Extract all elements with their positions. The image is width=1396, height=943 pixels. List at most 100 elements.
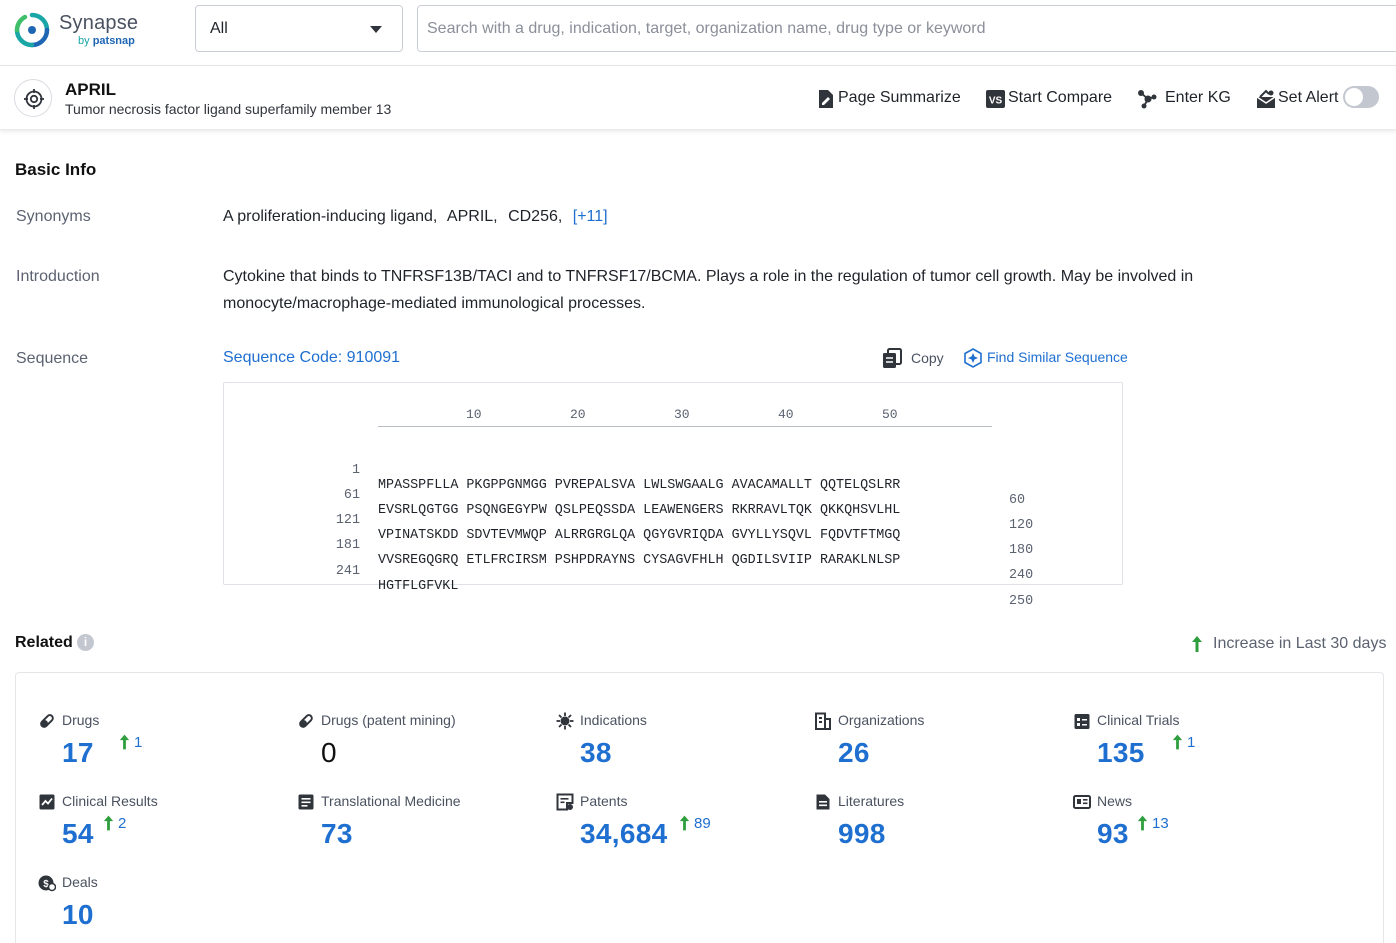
newspaper-icon: [1073, 793, 1091, 811]
sequence-row-residues: VVSREGQGRQ ETLFRCIRSM PSHPDRAYNS CYSAGVF…: [378, 553, 900, 568]
virus-icon: [556, 712, 574, 730]
stat-label: Clinical Results: [62, 793, 158, 809]
summarize-icon: [816, 89, 836, 109]
stat-increase-value: 1: [1187, 734, 1195, 751]
increase-arrow-icon: [1136, 814, 1149, 836]
stat-label: Translational Medicine: [321, 793, 461, 809]
synonyms-label: Synonyms: [16, 208, 91, 226]
stat-value[interactable]: 38: [580, 737, 612, 769]
brand-sub-prefix: by: [78, 35, 90, 47]
stat-increase-value: 1: [134, 734, 142, 751]
search-box[interactable]: [417, 5, 1396, 52]
stat-drugs[interactable]: Drugs 17 1: [38, 711, 288, 781]
synonym-item: A proliferation-inducing ligand,: [223, 208, 437, 225]
stat-value[interactable]: 135: [1097, 737, 1145, 769]
stat-label: Indications: [580, 712, 647, 728]
sequence-row-residues: HGTFLGFVKL: [378, 579, 458, 594]
stat-value[interactable]: 17: [62, 737, 94, 769]
clipboard-icon: [1073, 712, 1091, 730]
stat-indications[interactable]: Indications 38: [556, 711, 806, 781]
stat-value[interactable]: 73: [321, 818, 353, 850]
svg-text:VS: VS: [989, 96, 1003, 107]
sequence-row: 121 VPINATSKDD SDVTEVMWQP ALRRGRGLQA QGY…: [224, 498, 256, 516]
chevron-down-icon: [370, 26, 382, 33]
synonym-item: CD256,: [508, 208, 562, 225]
stat-value[interactable]: 10: [62, 899, 94, 931]
stat-value[interactable]: 34,684: [580, 818, 667, 850]
ruler-tick-label: 20: [570, 407, 586, 422]
stat-label: News: [1097, 793, 1132, 809]
synonyms-more-link[interactable]: [+11]: [573, 208, 608, 225]
sequence-row-end: 250: [1009, 594, 1033, 609]
stat-value[interactable]: 26: [838, 737, 870, 769]
increase-arrow-icon: [1171, 733, 1184, 755]
target-crosshair-icon: [24, 89, 44, 109]
stat-clinical-results[interactable]: Clinical Results542: [38, 792, 288, 862]
synonym-item: APRIL,: [447, 208, 498, 225]
stat-translational-medicine[interactable]: Translational Medicine 73: [297, 792, 547, 862]
stat-label: Deals: [62, 874, 98, 890]
set-alert-toggle[interactable]: [1343, 86, 1379, 108]
basic-info-title: Basic Info: [15, 160, 96, 180]
sequence-code-link[interactable]: Sequence Code: 910091: [223, 349, 400, 367]
synapse-logo[interactable]: Synapse by patsnap: [14, 11, 174, 51]
stat-deals[interactable]: $Deals10: [38, 873, 288, 943]
sequence-row-end: 60: [1009, 493, 1025, 508]
search-scope-value: All: [210, 20, 228, 38]
sequence-row-residues: EVSRLQGTGG PSQNGEGYPW QSLPEQSSDA LEAWENG…: [378, 503, 900, 518]
synapse-logo-icon: [14, 12, 50, 48]
target-full-name: Tumor necrosis factor ligand superfamily…: [65, 101, 391, 117]
enter-kg-label: Enter KG: [1165, 89, 1231, 107]
sequence-row-start: 1: [304, 463, 360, 478]
ruler-tick-label: 50: [882, 407, 898, 422]
stat-value[interactable]: 93: [1097, 818, 1129, 850]
sequence-viewer: 10 20 30 40 50 1 MPASSPFLLA PKGPPGNMGG P…: [223, 382, 1123, 585]
sequence-row: 61 EVSRLQGTGG PSQNGEGYPW QSLPEQSSDA LEAW…: [224, 473, 256, 491]
sequence-row: 241 HGTFLGFVKL 250: [224, 549, 256, 567]
ruler-tick-label: 10: [466, 407, 482, 422]
stat-increase-value: 13: [1152, 815, 1169, 832]
increase-legend-label: Increase in Last 30 days: [1213, 635, 1386, 653]
search-scope-select[interactable]: All: [195, 5, 403, 52]
knowledge-graph-icon: [1137, 89, 1157, 109]
brand-name: Synapse: [59, 12, 138, 35]
sequence-row-residues: VPINATSKDD SDVTEVMWQP ALRRGRGLQA QGYGVRI…: [378, 528, 900, 543]
stat-label: Clinical Trials: [1097, 712, 1179, 728]
introduction-label: Introduction: [16, 268, 100, 286]
sequence-row-start: 181: [304, 538, 360, 553]
stat-news[interactable]: News 93 13: [1073, 792, 1323, 862]
increase-arrow-icon: [102, 814, 115, 836]
stat-label: Patents: [580, 793, 627, 809]
sequence-label: Sequence: [16, 350, 88, 368]
sequence-row-end: 180: [1009, 543, 1033, 558]
stat-clinical-trials[interactable]: Clinical Trials 135 1: [1073, 711, 1323, 781]
sequence-row-end: 120: [1009, 518, 1033, 533]
find-similar-label: Find Similar Sequence: [987, 349, 1128, 365]
stat-patents[interactable]: Patents 34,684 89: [556, 792, 806, 862]
sequence-row: 1 MPASSPFLLA PKGPPGNMGG PVREPALSVA LWLSW…: [224, 448, 256, 466]
page-summarize-label: Page Summarize: [838, 89, 961, 107]
chart-report-icon: [38, 793, 56, 811]
info-icon[interactable]: i: [77, 634, 94, 651]
related-stats-card: Drugs171Drugs (patent mining)0Indication…: [15, 672, 1384, 943]
stat-value[interactable]: 998: [838, 818, 886, 850]
sequence-row-start: 241: [304, 564, 360, 579]
alert-bell-icon: [1256, 89, 1276, 109]
compare-vs-icon: VS: [986, 89, 1006, 109]
document-icon: [297, 793, 315, 811]
pill-icon: [38, 712, 56, 730]
brand-sub-name: patsnap: [93, 35, 135, 47]
increase-arrow-icon: [1190, 635, 1204, 653]
increase-arrow-icon: [678, 814, 691, 836]
stat-drugs-patent-mining[interactable]: Drugs (patent mining)0: [297, 711, 547, 781]
search-input[interactable]: [427, 18, 1327, 40]
patent-icon: [556, 793, 574, 811]
increase-arrow-icon: [118, 733, 131, 755]
stat-literatures[interactable]: Literatures 998: [814, 792, 1064, 862]
brand-subtitle: by patsnap: [78, 35, 135, 47]
stat-increase-value: 89: [694, 815, 711, 832]
stat-value[interactable]: 54: [62, 818, 94, 850]
stat-organizations[interactable]: Organizations26: [814, 711, 1064, 781]
stat-label: Literatures: [838, 793, 904, 809]
stat-label: Drugs: [62, 712, 99, 728]
